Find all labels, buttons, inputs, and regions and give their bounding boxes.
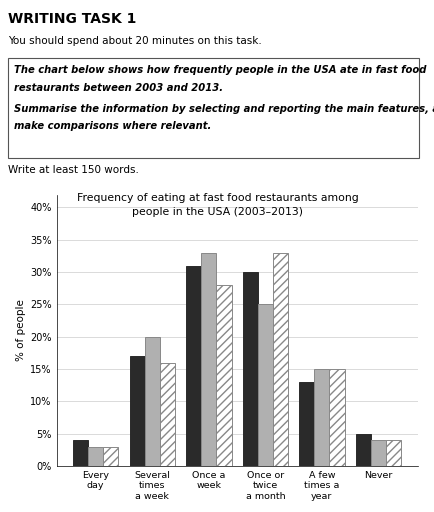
Text: Write at least 150 words.: Write at least 150 words. (8, 165, 138, 175)
Bar (88, 446, 103, 466)
Text: WRITING TASK 1: WRITING TASK 1 (8, 12, 136, 26)
Text: restaurants between 2003 and 2013.: restaurants between 2003 and 2013. (14, 83, 223, 93)
Bar (299, 382, 314, 466)
Bar (257, 305, 272, 466)
Text: Summarise the information by selecting and reporting the main features, and: Summarise the information by selecting a… (14, 104, 434, 114)
Bar (314, 369, 329, 466)
Bar (216, 285, 231, 466)
Bar (370, 440, 385, 466)
Bar (385, 440, 400, 466)
Bar (73, 440, 88, 466)
Text: people in the USA (2003–2013): people in the USA (2003–2013) (132, 207, 302, 217)
Text: make comparisons where relevant.: make comparisons where relevant. (14, 121, 211, 131)
Y-axis label: % of people: % of people (16, 300, 26, 361)
Bar (329, 369, 344, 466)
Bar (186, 266, 201, 466)
Text: You should spend about 20 minutes on this task.: You should spend about 20 minutes on thi… (8, 36, 261, 46)
Text: The chart below shows how frequently people in the USA ate in fast food: The chart below shows how frequently peo… (14, 65, 425, 75)
Bar (159, 362, 174, 466)
Bar (145, 337, 159, 466)
Bar (272, 253, 287, 466)
Bar (129, 356, 145, 466)
Bar (103, 446, 118, 466)
Bar (201, 253, 216, 466)
Bar (355, 434, 370, 466)
Text: Frequency of eating at fast food restaurants among: Frequency of eating at fast food restaur… (76, 193, 358, 203)
Bar (242, 272, 257, 466)
